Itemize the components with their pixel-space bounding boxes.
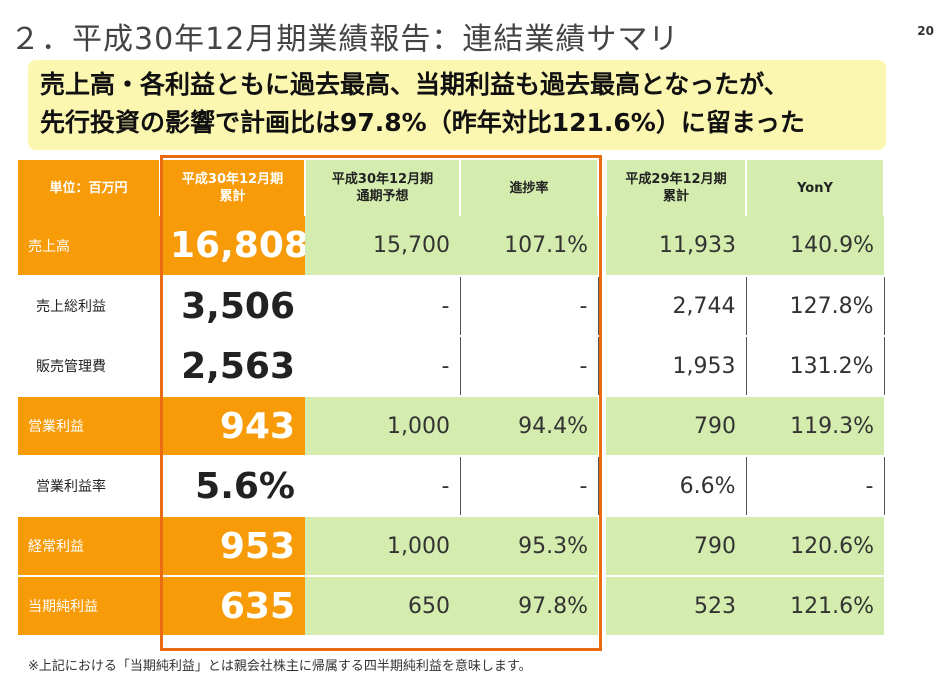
cell-prior: 11,933 (606, 216, 746, 277)
page-number: 20 (917, 24, 934, 38)
cell-current: 2,563 (160, 336, 305, 397)
row-label: 営業利益率 (18, 456, 160, 517)
cell-forecast: - (305, 456, 461, 517)
cell-forecast: 650 (305, 576, 460, 637)
cell-progress: 95.3% (460, 516, 598, 577)
table-header-row: 単位：百万円 平成30年12月期 累計 平成30年12月期 通期予想 進捗率 平成2… (18, 160, 885, 216)
header-forecast: 平成30年12月期 通期予想 (305, 160, 461, 216)
cell-yony: - (746, 456, 885, 517)
page-title: ２．平成30年12月期業績報告：連結業績サマリ (10, 22, 680, 57)
cell-forecast: 1,000 (305, 516, 460, 577)
header-current: 平成30年12月期 累計 (160, 160, 306, 216)
header-progress: 進捗率 (460, 160, 599, 216)
cell-gap (598, 576, 606, 637)
table-row: 売上高 16,808 15,700 107.1% 11,933 140.9% (18, 216, 884, 277)
header-prior: 平成29年12月期 累計 (606, 160, 747, 216)
cell-prior: 790 (606, 396, 746, 457)
table-row: 売上総利益 3,506 - - 2,744 127.8% (18, 276, 885, 337)
cell-gap (598, 276, 606, 337)
table-row: 営業利益 943 1,000 94.4% 790 119.3% (18, 396, 884, 457)
header-forecast-line2: 通期予想 (356, 189, 409, 204)
headline-line-2: 先行投資の影響で計画比は97.8%（昨年対比121.6%）に留まった (40, 108, 805, 137)
cell-yony: 120.6% (746, 516, 884, 577)
cell-current: 943 (160, 396, 305, 457)
table-row: 経常利益 953 1,000 95.3% 790 120.6% (18, 516, 884, 577)
row-label: 営業利益 (18, 396, 160, 457)
row-label: 経常利益 (18, 516, 160, 577)
table-row: 営業利益率 5.6% - - 6.6% - (18, 456, 885, 517)
cell-current: 635 (160, 576, 305, 637)
cell-current: 5.6% (160, 456, 305, 517)
cell-gap (598, 336, 606, 397)
table-row: 販売管理費 2,563 - - 1,953 131.2% (18, 336, 885, 397)
cell-forecast: 15,700 (305, 216, 460, 277)
cell-forecast: - (305, 276, 461, 337)
cell-prior: 6.6% (606, 456, 747, 517)
cell-progress: 94.4% (460, 396, 598, 457)
cell-progress: 97.8% (460, 576, 598, 637)
summary-table: 単位：百万円 平成30年12月期 累計 平成30年12月期 通期予想 進捗率 平成2… (18, 160, 885, 637)
header-forecast-line1: 平成30年12月期 (331, 172, 434, 187)
cell-current: 3,506 (160, 276, 305, 337)
cell-yony: 131.2% (746, 336, 885, 397)
header-gap (598, 160, 607, 216)
header-prior-line1: 平成29年12月期 (625, 172, 727, 187)
headline-line-1: 売上高・各利益ともに過去最高、当期利益も過去最高となったが、 (40, 70, 789, 99)
cell-prior: 1,953 (606, 336, 747, 397)
cell-progress: 107.1% (460, 216, 598, 277)
footnote: ※上記における「当期純利益」とは親会社株主に帰属する四半期純利益を意味します。 (28, 659, 532, 674)
cell-yony: 119.3% (746, 396, 884, 457)
cell-progress: - (460, 456, 599, 517)
cell-yony: 127.8% (746, 276, 885, 337)
row-label: 売上高 (18, 216, 160, 277)
cell-gap (598, 456, 606, 517)
row-label: 当期純利益 (18, 576, 160, 637)
cell-gap (598, 516, 606, 577)
header-unit: 単位：百万円 (18, 160, 161, 216)
header-prior-line2: 累計 (662, 189, 689, 204)
cell-prior: 790 (606, 516, 746, 577)
header-current-line1: 平成30年12月期 (181, 172, 284, 187)
row-label: 売上総利益 (18, 276, 160, 337)
header-yony: YonY (746, 160, 885, 216)
table-row: 当期純利益 635 650 97.8% 523 121.6% (18, 576, 884, 637)
cell-progress: - (460, 276, 599, 337)
cell-gap (598, 216, 606, 277)
cell-yony: 140.9% (746, 216, 884, 277)
headline-box: 売上高・各利益ともに過去最高、当期利益も過去最高となったが、 先行投資の影響で計… (28, 60, 886, 150)
cell-current: 953 (160, 516, 305, 577)
cell-gap (598, 396, 606, 457)
cell-forecast: 1,000 (305, 396, 460, 457)
cell-forecast: - (305, 336, 461, 397)
cell-current: 16,808 (160, 216, 305, 277)
cell-prior: 523 (606, 576, 746, 637)
cell-yony: 121.6% (746, 576, 884, 637)
header-current-line2: 累計 (219, 189, 246, 204)
cell-prior: 2,744 (606, 276, 747, 337)
row-label: 販売管理費 (18, 336, 160, 397)
cell-progress: - (460, 336, 599, 397)
